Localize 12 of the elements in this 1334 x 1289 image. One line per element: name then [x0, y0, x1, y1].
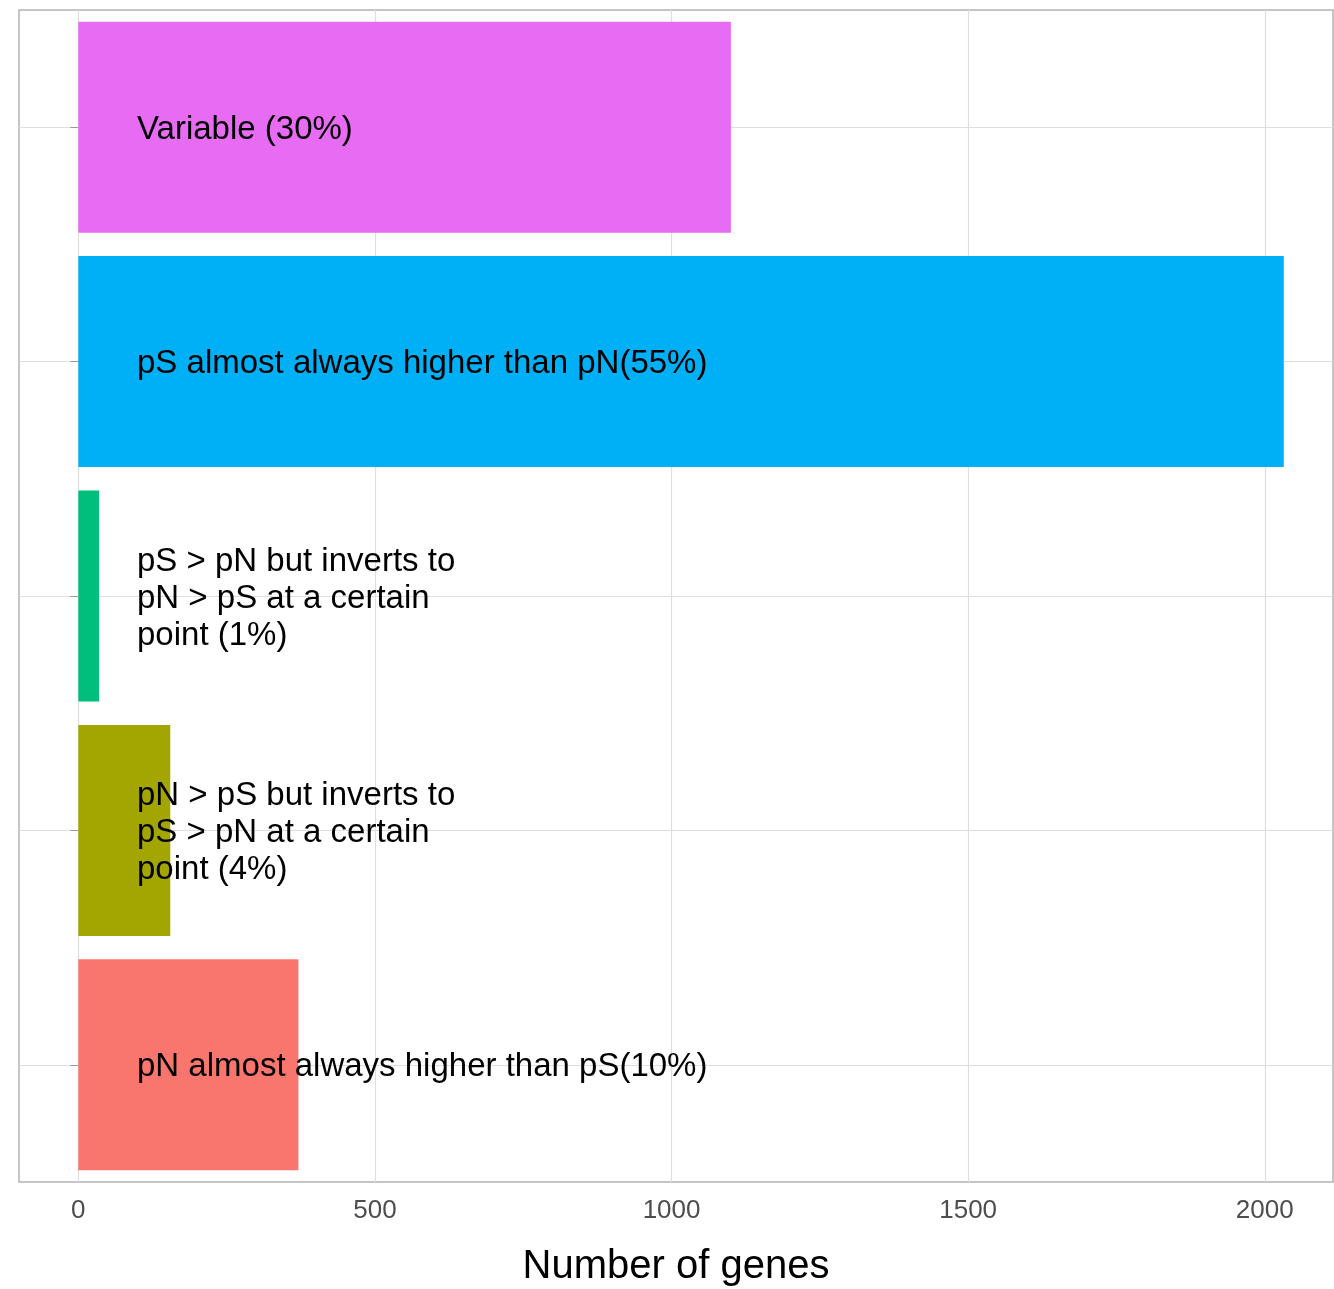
x-tick-label: 1000 [642, 1194, 701, 1224]
x-axis-title: Number of genes [522, 1242, 830, 1286]
x-tick-label: 0 [71, 1194, 86, 1224]
bar [78, 490, 100, 702]
x-tick-label: 2000 [1235, 1194, 1294, 1224]
x-tick-label: 1500 [939, 1194, 998, 1224]
y-tick-label: pS > pN but inverts to pN > pS at a certain point (1%) [137, 540, 456, 652]
bar [78, 256, 1284, 468]
y-tick-label: pS almost always higher than pN(55%) [137, 343, 708, 381]
y-tick-label: Variable (30%) [137, 108, 353, 146]
x-tick-label: 500 [353, 1194, 397, 1224]
bar [78, 21, 731, 233]
